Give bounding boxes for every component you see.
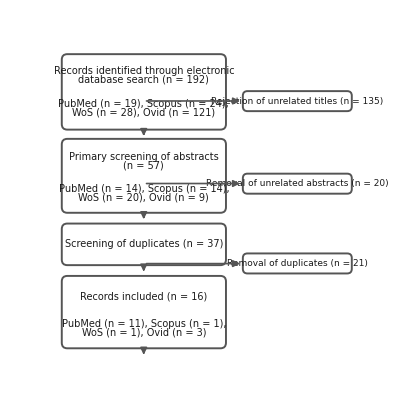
Text: Screening of duplicates (n = 37): Screening of duplicates (n = 37) — [65, 239, 223, 249]
Text: PubMed (n = 11), Scopus (n = 1),: PubMed (n = 11), Scopus (n = 1), — [62, 319, 226, 329]
FancyBboxPatch shape — [243, 174, 352, 194]
Text: Records included (n = 16): Records included (n = 16) — [80, 291, 208, 301]
Text: Removal of duplicates (n = 21): Removal of duplicates (n = 21) — [227, 259, 368, 268]
FancyBboxPatch shape — [62, 139, 226, 213]
FancyBboxPatch shape — [243, 254, 352, 274]
FancyBboxPatch shape — [62, 224, 226, 265]
Text: Records identified through electronic: Records identified through electronic — [53, 66, 234, 76]
Text: PubMed (n = 14), Scopus (n = 14),: PubMed (n = 14), Scopus (n = 14), — [59, 184, 229, 194]
FancyBboxPatch shape — [62, 276, 226, 348]
FancyBboxPatch shape — [62, 54, 226, 130]
FancyBboxPatch shape — [243, 91, 352, 111]
Text: database search (n = 192): database search (n = 192) — [78, 75, 209, 85]
Text: WoS (n = 20), Ovid (n = 9): WoS (n = 20), Ovid (n = 9) — [78, 193, 209, 203]
Text: (n = 57): (n = 57) — [124, 160, 164, 170]
Text: Primary screening of abstracts: Primary screening of abstracts — [69, 152, 219, 162]
Text: Removal of unrelated abstracts (n = 20): Removal of unrelated abstracts (n = 20) — [206, 179, 388, 188]
Text: PubMed (n = 19), Scopus (n = 24),: PubMed (n = 19), Scopus (n = 24), — [59, 99, 229, 109]
Text: WoS (n = 1), Ovid (n = 3): WoS (n = 1), Ovid (n = 3) — [82, 327, 206, 337]
Text: Rejection of unrelated titles (n = 135): Rejection of unrelated titles (n = 135) — [211, 97, 383, 106]
Text: WoS (n = 28), Ovid (n = 121): WoS (n = 28), Ovid (n = 121) — [72, 108, 215, 118]
